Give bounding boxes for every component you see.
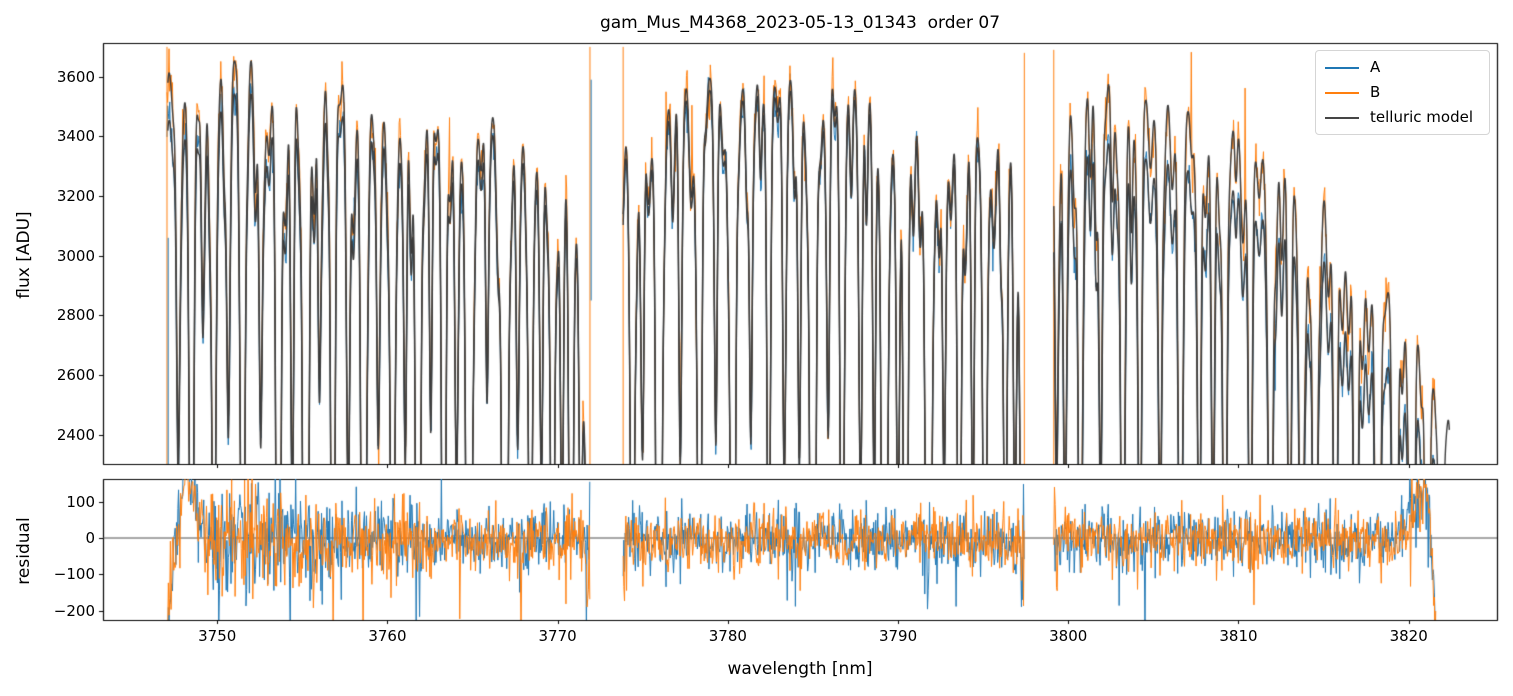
legend-row-a: A xyxy=(1325,60,1480,75)
y-tick-label: 2800 xyxy=(56,306,95,325)
x-tick-label: 3760 xyxy=(368,627,407,645)
legend-swatch-a xyxy=(1325,66,1359,69)
y-tick-label: 2600 xyxy=(56,366,95,385)
x-tick-label: 3820 xyxy=(1389,627,1428,645)
legend-label-a: A xyxy=(1370,58,1381,76)
flux-axis-label: flux [ADU] xyxy=(14,211,34,299)
y-tick-label: −200 xyxy=(53,601,95,620)
y-tick-label: 100 xyxy=(66,492,95,511)
y-tick-label: 3000 xyxy=(56,246,95,265)
plot-title: gam_Mus_M4368_2023-05-13_01343 order 07 xyxy=(599,13,1001,33)
y-tick-label: 3400 xyxy=(56,127,95,146)
legend-swatch-b xyxy=(1325,91,1359,94)
x-tick-label: 3770 xyxy=(538,627,577,645)
y-tick-label: 3200 xyxy=(56,187,95,206)
legend-row-telluric-model: telluric model xyxy=(1325,110,1480,125)
x-tick-label: 3750 xyxy=(198,627,237,645)
legend-row-b: B xyxy=(1325,85,1480,100)
x-axis-label: wavelength [nm] xyxy=(727,659,873,679)
y-tick-label: 2400 xyxy=(56,425,95,444)
legend: A B telluric model xyxy=(1315,50,1490,135)
y-tick-label: 0 xyxy=(85,529,95,548)
residual-axis-label: residual xyxy=(14,517,34,585)
legend-swatch-telluric-model xyxy=(1325,116,1359,119)
x-tick-label: 3790 xyxy=(878,627,918,645)
legend-label-telluric-model: telluric model xyxy=(1370,108,1474,126)
y-tick-label: 3600 xyxy=(56,67,95,86)
y-tick-label: −100 xyxy=(53,565,95,584)
legend-label-b: B xyxy=(1370,83,1381,101)
x-tick-label: 3780 xyxy=(708,627,747,645)
x-tick-label: 3800 xyxy=(1049,627,1088,645)
x-tick-label: 3810 xyxy=(1219,627,1258,645)
